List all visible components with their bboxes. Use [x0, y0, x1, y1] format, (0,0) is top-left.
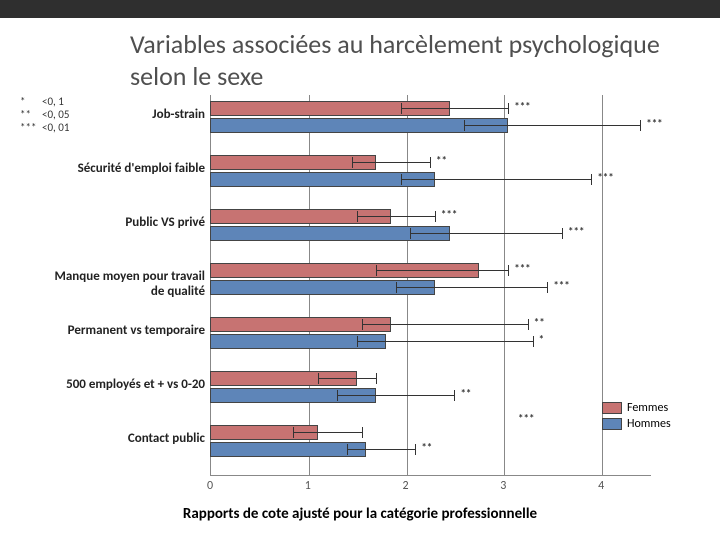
bar	[210, 425, 318, 440]
significance-marker: **	[534, 316, 545, 329]
bar	[210, 209, 391, 224]
significance-marker: **	[436, 154, 447, 167]
significance-marker: *	[539, 333, 544, 346]
legend-item-femmes: Femmes	[602, 400, 671, 416]
series-legend: Femmes Hommes	[602, 400, 671, 432]
bar	[210, 118, 508, 133]
bar	[210, 317, 391, 332]
bar	[210, 280, 435, 295]
significance-marker: ***	[568, 225, 584, 238]
category-label: 500 employés et + vs 0-20	[30, 377, 205, 392]
significance-marker: ***	[514, 100, 530, 113]
bar	[210, 172, 435, 187]
significance-marker: ***	[514, 262, 530, 275]
legend-item-hommes: Hommes	[602, 416, 671, 432]
category-label: Contact public	[30, 431, 205, 446]
x-tick-label: 3	[500, 479, 506, 493]
top-dark-strip	[0, 0, 720, 18]
category-label: Manque moyen pour travailde qualité	[30, 269, 205, 299]
category-label: Permanent vs temporaire	[30, 323, 205, 338]
page-title: Variables associées au harcèlement psych…	[130, 28, 670, 92]
x-tick-label: 4	[598, 479, 604, 493]
bar	[210, 155, 376, 170]
x-tick-label: 1	[305, 479, 311, 493]
legend-swatch-femmes	[602, 402, 622, 414]
significance-marker: **	[421, 441, 432, 454]
significance-marker: ***	[646, 117, 662, 130]
significance-marker: ***	[597, 171, 613, 184]
bar	[210, 442, 366, 457]
chart-area: 01234Job-strain******Sécurité d'emploi f…	[30, 95, 690, 495]
x-axis-title: Rapports de cote ajusté pour la catégori…	[0, 505, 720, 523]
gridline	[504, 95, 505, 475]
x-tick-label: 2	[403, 479, 409, 493]
bar	[210, 371, 357, 386]
significance-marker: ***	[553, 279, 569, 292]
significance-marker: ***	[441, 208, 457, 221]
bar	[210, 388, 376, 403]
bar	[210, 334, 386, 349]
bar	[210, 226, 450, 241]
category-label: Job-strain	[30, 107, 205, 122]
legend-swatch-hommes	[602, 418, 622, 430]
category-label: Sécurité d'emploi faible	[30, 161, 205, 176]
significance-marker: **	[460, 387, 471, 400]
x-tick-label: 0	[207, 479, 213, 493]
significance-marker: ***	[518, 412, 534, 425]
bar	[210, 101, 450, 116]
bar	[210, 263, 479, 278]
category-label: Public VS privé	[30, 215, 205, 230]
